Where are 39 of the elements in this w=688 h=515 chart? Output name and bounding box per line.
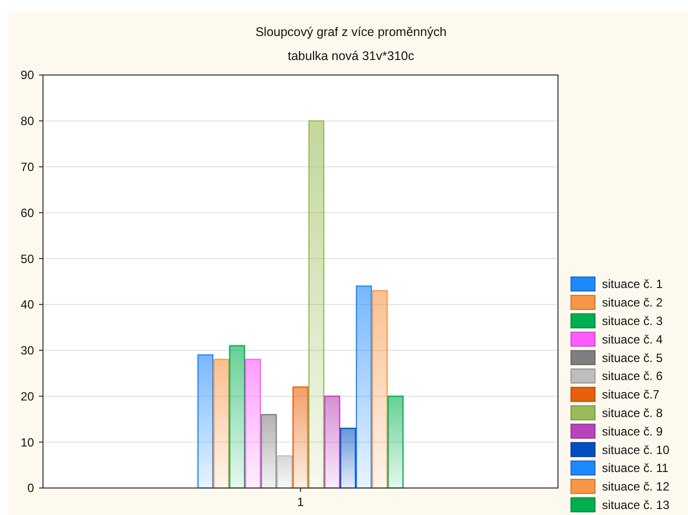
bar: [197, 354, 214, 489]
x-tick-label: 1: [297, 495, 304, 510]
bar: [308, 120, 324, 489]
legend-label: situace č. 10: [602, 442, 670, 457]
y-tick-label: 20: [20, 389, 34, 404]
legend-label: situace č. 5: [602, 350, 664, 365]
bar: [356, 285, 372, 489]
y-tick-label: 90: [20, 68, 34, 82]
bar: [372, 290, 388, 489]
legend-label: situace č. 9: [602, 424, 664, 438]
bar: [324, 396, 340, 489]
legend-label: situace č.7: [602, 388, 660, 402]
bar: [276, 455, 293, 489]
y-tick-label: 60: [20, 206, 34, 220]
y-tick-label: 80: [20, 114, 34, 128]
bar: [260, 414, 277, 489]
y-tick-label: 70: [20, 160, 34, 174]
y-tick-label: 30: [20, 344, 34, 358]
legend-label: situace č. 13: [602, 498, 670, 512]
legend-label: situace č. 11: [602, 461, 669, 476]
legend-label: situace č. 3: [602, 314, 664, 328]
y-tick-label: 10: [20, 435, 34, 450]
bar: [244, 358, 261, 489]
y-tick-label: 50: [20, 252, 34, 266]
bar: [388, 396, 404, 489]
legend-label: situace č. 4: [602, 332, 664, 346]
bar: [213, 358, 230, 489]
y-tick-label: 40: [20, 298, 34, 312]
legend-label: situace č. 8: [602, 406, 664, 420]
legend-label: situace č. 6: [602, 369, 664, 384]
bar: [292, 386, 309, 489]
legend-label: situace č. 12: [602, 480, 670, 494]
legend-label: situace č. 1: [602, 277, 664, 292]
legend-label: situace č. 2: [602, 296, 664, 310]
chart-title: Sloupcový graf z více proměnných: [255, 25, 447, 39]
bar: [340, 428, 356, 489]
bar: [229, 345, 246, 489]
y-tick-label: 0: [27, 481, 34, 496]
chart-subtitle: tabulka nová 31v*310c: [288, 49, 414, 63]
